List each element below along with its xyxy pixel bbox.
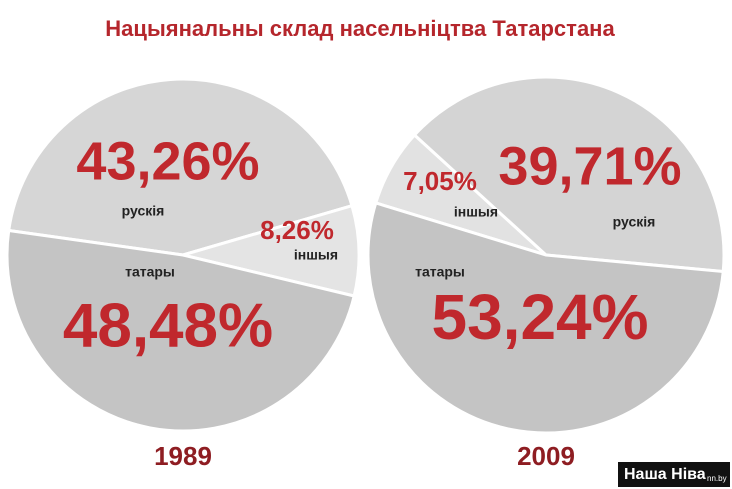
page-title: Нацыянальны склад насельніцтва Татарстан… <box>105 16 615 41</box>
value-label: 8,26% <box>260 215 334 245</box>
value-label: 43,26% <box>76 131 259 191</box>
chart-title: 2009 <box>517 441 575 471</box>
value-label: 7,05% <box>403 166 477 196</box>
pie-slice <box>366 201 725 435</box>
pie-slice <box>5 228 356 433</box>
category-label: іншыя <box>294 247 338 263</box>
category-label: татары <box>125 264 175 280</box>
value-label: 48,48% <box>63 291 273 360</box>
logo-box <box>618 462 730 487</box>
pie-slice <box>177 203 361 298</box>
logo-domain: nn.by <box>707 474 727 483</box>
pie-slice <box>7 77 354 257</box>
category-label: рускія <box>122 203 165 219</box>
pie-slice <box>412 75 726 274</box>
logo: Наша Ніва nn.by <box>618 462 730 487</box>
value-label: 53,24% <box>431 281 648 353</box>
category-label: іншыя <box>454 204 498 220</box>
category-label: татары <box>415 264 465 280</box>
category-label: рускія <box>613 214 656 230</box>
chart-title: 1989 <box>154 441 212 471</box>
logo-name: Наша Ніва <box>624 466 706 483</box>
value-label: 39,71% <box>498 136 681 196</box>
